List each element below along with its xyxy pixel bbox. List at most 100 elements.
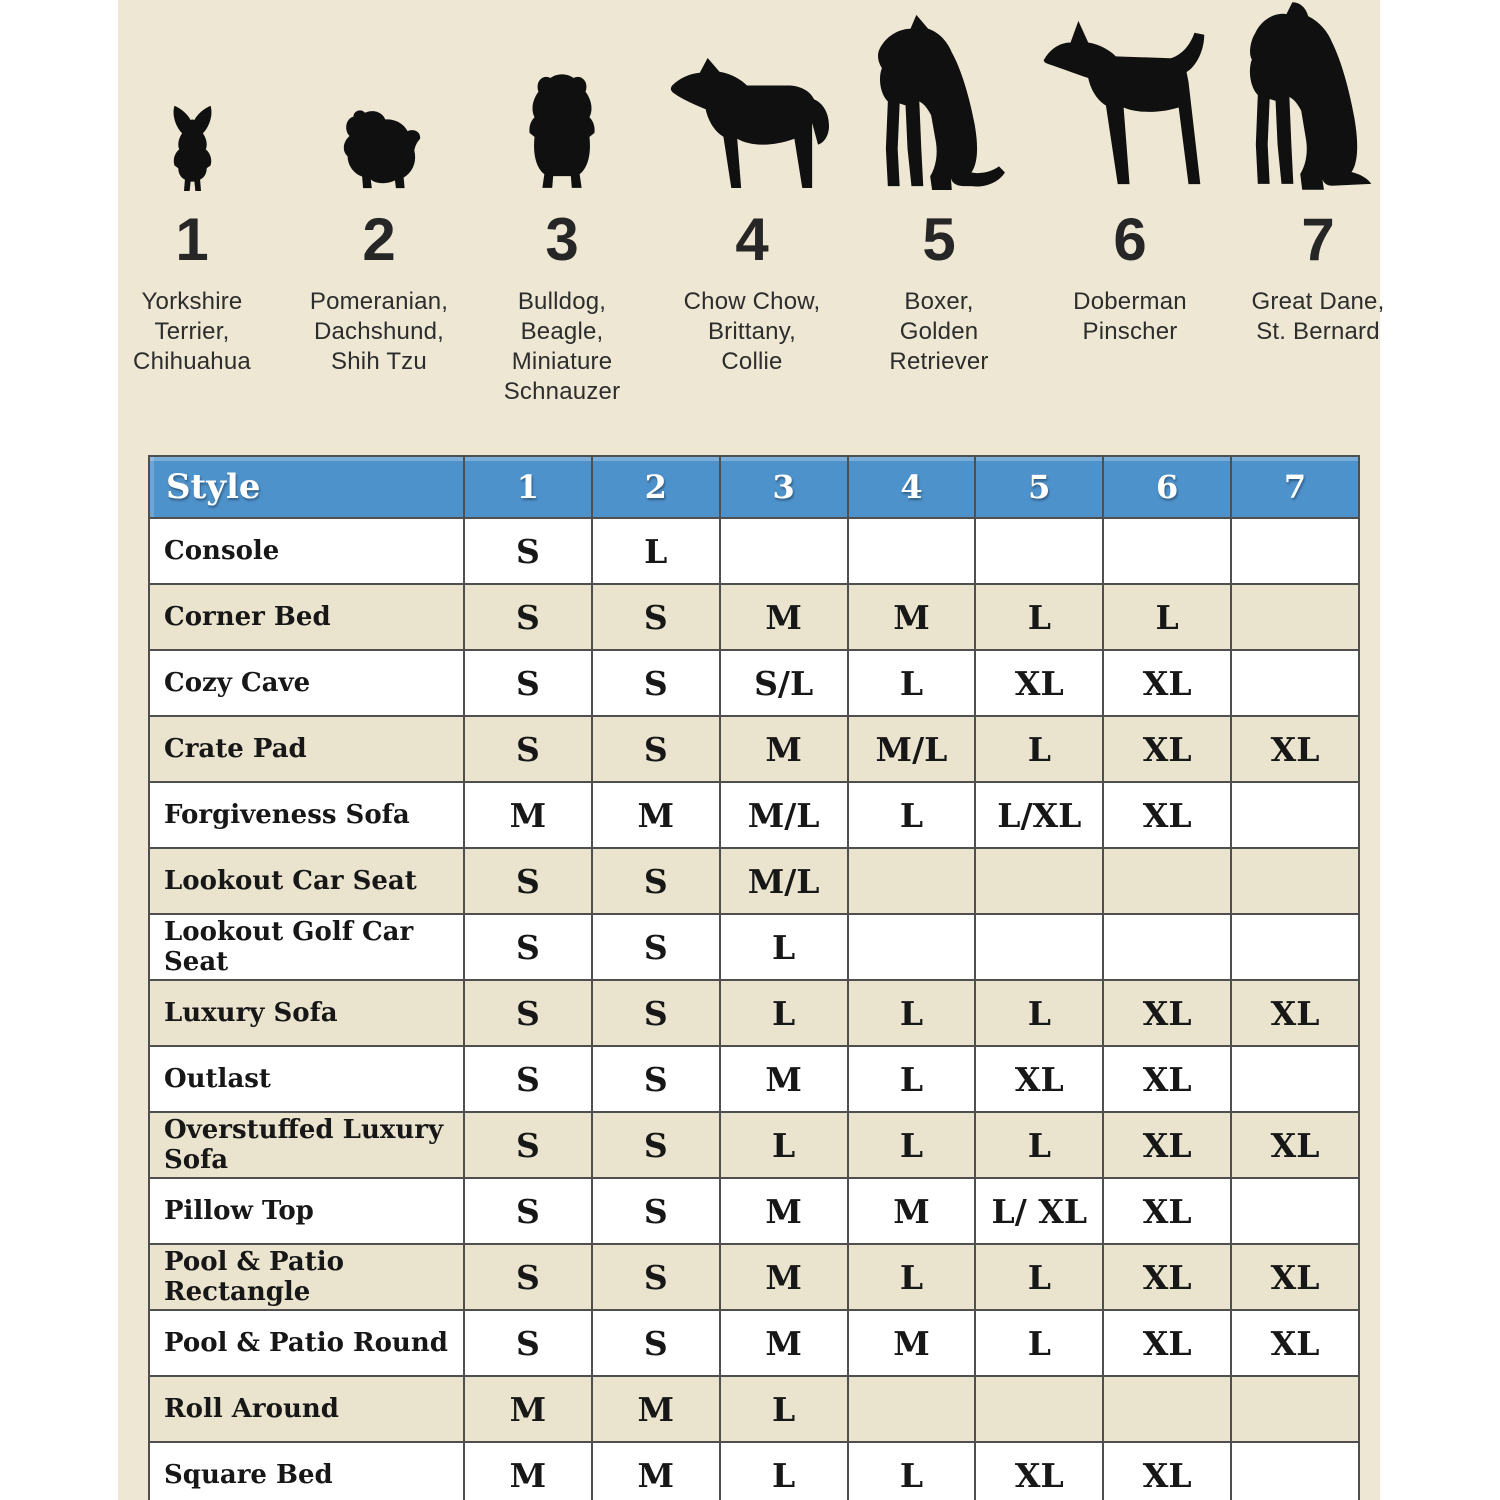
dog-figure: [287, 0, 471, 192]
size-cell: M/L: [846, 715, 977, 783]
style-name-cell: Overstuffed Luxury Sofa: [148, 1111, 465, 1179]
size-cell: XL: [1102, 1243, 1233, 1311]
size-cell: S: [590, 715, 721, 783]
size-cell: L: [1102, 583, 1233, 651]
size-cell: [718, 517, 849, 585]
size-cell: [846, 1375, 977, 1443]
size-cell: L: [846, 649, 977, 717]
size-cell: L: [718, 979, 849, 1047]
collie-icon: [670, 57, 829, 189]
size-cell: M: [590, 1375, 721, 1443]
dog-figure: [1038, 0, 1222, 192]
dog-size-number: 7: [1301, 206, 1335, 273]
size-cell: [1230, 583, 1360, 651]
style-name-cell: Outlast: [148, 1045, 465, 1113]
size-cell: M: [718, 1309, 849, 1377]
table-row: Forgiveness Sofa M M M/L L L/XL XL: [148, 781, 1360, 849]
size-cell: L: [846, 1441, 977, 1500]
size-cell: M: [718, 1177, 849, 1245]
size-cell: [1230, 517, 1360, 585]
table-row: Lookout Car Seat S S M/L: [148, 847, 1360, 915]
size-cell: S: [463, 715, 593, 783]
size-cell: XL: [974, 1441, 1105, 1500]
size-cell: S: [463, 583, 593, 651]
chihuahua-icon: [173, 105, 211, 192]
dog-breeds-label: Doberman Pinscher: [1073, 288, 1187, 345]
doberman-icon: [1043, 20, 1204, 185]
size-cell: [1102, 913, 1233, 981]
size-cell: S: [590, 913, 721, 981]
size-cell: M: [846, 1177, 977, 1245]
size-cell: S: [463, 979, 593, 1047]
size-cell: XL: [974, 649, 1105, 717]
style-name-cell: Pool & Patio Round: [148, 1309, 465, 1377]
dog-group: 1 Yorkshire Terrier, Chihuahua: [100, 0, 284, 377]
dog-breeds-label: Great Dane, St. Bernard: [1251, 288, 1385, 345]
size-column-header: 4: [846, 455, 977, 519]
table-row: Luxury Sofa S S L L L XL XL: [148, 979, 1360, 1047]
size-cell: S: [463, 913, 593, 981]
size-cell: L: [718, 1111, 849, 1179]
size-cell: XL: [1230, 979, 1360, 1047]
dog-breeds-label: Chow Chow, Brittany, Collie: [683, 288, 821, 375]
boxer-icon: [878, 14, 1005, 191]
size-cell: XL: [1102, 1045, 1233, 1113]
size-cell: L: [974, 583, 1105, 651]
size-cell: S: [590, 1309, 721, 1377]
style-name-cell: Roll Around: [148, 1375, 465, 1443]
size-cell: L/XL: [974, 781, 1105, 849]
size-cell: [1230, 781, 1360, 849]
dog-group: 3 Bulldog, Beagle, Miniature Schnauzer: [470, 0, 654, 407]
dog-group: 4 Chow Chow, Brittany, Collie: [660, 0, 844, 377]
style-name-cell: Lookout Car Seat: [148, 847, 465, 915]
size-cell: L: [846, 1243, 977, 1311]
size-cell: [1230, 913, 1360, 981]
dog-group: 7 Great Dane, St. Bernard: [1226, 0, 1410, 347]
size-cell: [974, 517, 1105, 585]
size-cell: L: [974, 1111, 1105, 1179]
size-cell: S: [590, 1243, 721, 1311]
size-cell: M: [718, 583, 849, 651]
dog-group: 5 Boxer, Golden Retriever: [847, 0, 1031, 377]
size-cell: XL: [1230, 715, 1360, 783]
size-cell: L: [846, 1045, 977, 1113]
size-cell: XL: [1230, 1309, 1360, 1377]
size-cell: M/L: [718, 847, 849, 915]
size-cell: L: [846, 781, 977, 849]
size-column-header: 1: [463, 455, 593, 519]
size-cell: L: [974, 979, 1105, 1047]
table-row: Cozy Cave S S S/L L XL XL: [148, 649, 1360, 717]
size-column-header: 3: [718, 455, 849, 519]
size-cell: S: [463, 1177, 593, 1245]
table-row: Pillow Top S S M M L/ XL XL: [148, 1177, 1360, 1245]
size-cell: S: [463, 1111, 593, 1179]
size-cell: [1102, 1375, 1233, 1443]
dog-figure: [100, 0, 284, 192]
style-name-cell: Pool & Patio Rectangle: [148, 1243, 465, 1311]
size-cell: L: [846, 1111, 977, 1179]
table-row: Overstuffed Luxury Sofa S S L L L XL XL: [148, 1111, 1360, 1179]
dog-group: 6 Doberman Pinscher: [1038, 0, 1222, 347]
size-cell: S/L: [718, 649, 849, 717]
size-cell: S: [463, 1243, 593, 1311]
bulldog-icon: [529, 74, 595, 188]
size-cell: [974, 1375, 1105, 1443]
style-name-cell: Pillow Top: [148, 1177, 465, 1245]
size-cell: L: [718, 1375, 849, 1443]
size-cell: M: [463, 1375, 593, 1443]
size-column-header: 5: [974, 455, 1105, 519]
size-cell: S: [590, 1111, 721, 1179]
size-cell: XL: [974, 1045, 1105, 1113]
size-cell: S: [463, 1045, 593, 1113]
size-cell: L: [974, 715, 1105, 783]
size-cell: XL: [1102, 1111, 1233, 1179]
dog-size-number: 6: [1113, 206, 1147, 273]
size-cell: M: [590, 1441, 721, 1500]
style-name-cell: Crate Pad: [148, 715, 465, 783]
